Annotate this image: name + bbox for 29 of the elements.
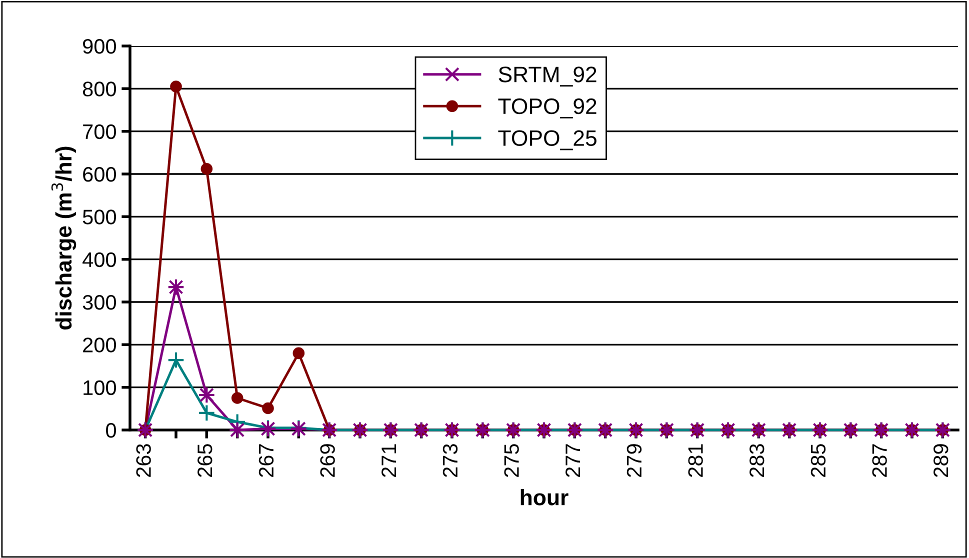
x-tick-label: 265 [198,444,212,477]
y-tick-label: 400 [82,252,116,268]
y-tick-label: 600 [83,167,116,182]
x-tick-label: 273 [442,444,458,477]
x-tick-label: 283 [750,444,764,477]
y-tick-label: 700 [83,124,116,140]
y-tick-label: 800 [82,82,116,96]
legend-label: SRTM_92 [498,66,596,87]
legend-label: TOPO_92 [498,98,596,118]
x-axis-title: hour [520,489,568,506]
x-tick-label: 277 [566,444,580,477]
x-tick-label: 275 [504,444,519,477]
x-tick-label: 263 [136,444,151,477]
x-tick-label: 287 [872,444,887,477]
x-tick-label: 279 [626,444,642,477]
x-tick-label: 267 [258,444,274,477]
x-tick-label: 285 [810,444,826,477]
y-tick-label: 500 [82,210,116,224]
x-tick-label: 271 [382,444,396,477]
x-tick-label: 269 [320,444,335,477]
y-tick-label: 0 [106,423,116,438]
x-tick-label: 281 [688,444,703,477]
y-tick-label: 900 [83,39,116,54]
y-tick-label: 300 [82,295,116,310]
y-tick-label: 200 [83,338,116,352]
y-axis-title: discharge (m$^{3}$/hr) [51,146,76,330]
legend-label: TOPO_25 [498,130,596,150]
y-tick-label: 100 [84,380,116,396]
x-tick-label: 289 [934,444,948,477]
